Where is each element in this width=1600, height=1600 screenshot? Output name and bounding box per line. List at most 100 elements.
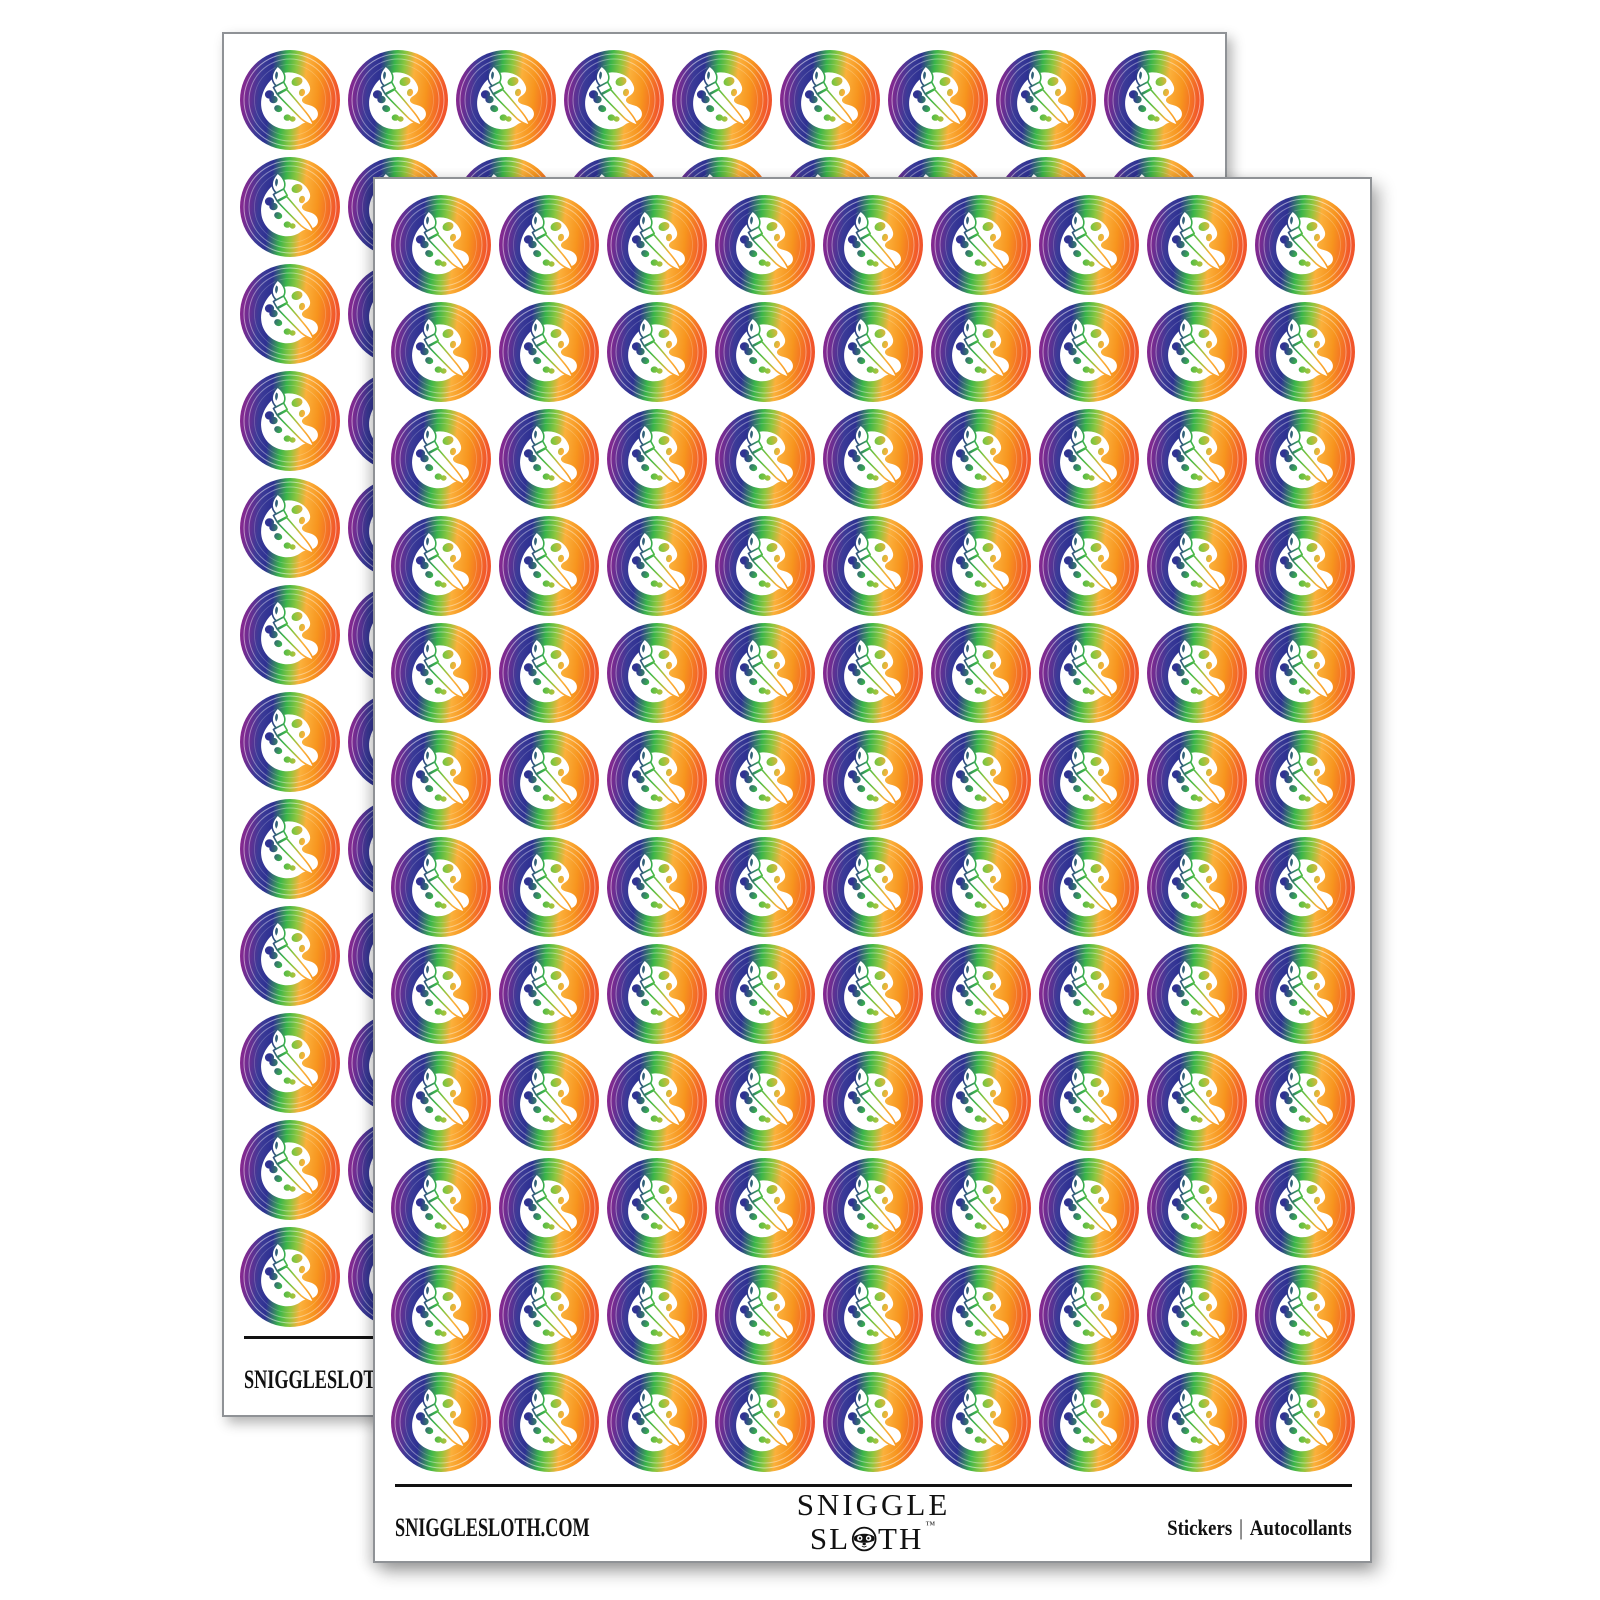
sticker xyxy=(931,1265,1031,1365)
paint-palette-brush-icon xyxy=(1039,302,1139,402)
paint-palette-brush-icon xyxy=(240,50,340,150)
sticker xyxy=(240,1120,340,1220)
paint-palette-brush-icon xyxy=(1039,516,1139,616)
category-en: Stickers xyxy=(1167,1515,1233,1540)
sticker xyxy=(1039,195,1139,295)
sticker xyxy=(607,730,707,830)
sticker xyxy=(607,409,707,509)
sticker xyxy=(780,50,880,150)
sticker xyxy=(240,585,340,685)
paint-palette-brush-icon xyxy=(823,1051,923,1151)
paint-palette-brush-icon xyxy=(1039,1265,1139,1365)
sticker xyxy=(931,1158,1031,1258)
paint-palette-brush-icon xyxy=(1255,1265,1355,1365)
sticker xyxy=(1039,1372,1139,1472)
sticker xyxy=(1147,1158,1247,1258)
paint-palette-brush-icon xyxy=(607,1372,707,1472)
sticker xyxy=(888,50,988,150)
paint-palette-brush-icon xyxy=(391,195,491,295)
sticker xyxy=(240,50,340,150)
sticker xyxy=(1255,409,1355,509)
sticker xyxy=(1039,409,1139,509)
website-text: SNIGGLESLOTH.COM xyxy=(395,1513,590,1542)
paint-palette-brush-icon xyxy=(1147,1265,1247,1365)
paint-palette-brush-icon xyxy=(715,623,815,723)
paint-palette-brush-icon xyxy=(931,1265,1031,1365)
paint-palette-brush-icon xyxy=(1255,1051,1355,1151)
sticker xyxy=(499,302,599,402)
sticker xyxy=(823,302,923,402)
sticker xyxy=(1039,730,1139,830)
sticker xyxy=(715,730,815,830)
paint-palette-brush-icon xyxy=(1147,623,1247,723)
paint-palette-brush-icon xyxy=(888,50,988,150)
sticker xyxy=(391,837,491,937)
sticker xyxy=(715,837,815,937)
sticker xyxy=(1255,623,1355,723)
sticker xyxy=(715,302,815,402)
paint-palette-brush-icon xyxy=(607,730,707,830)
paint-palette-brush-icon xyxy=(607,302,707,402)
sticker xyxy=(240,1227,340,1327)
footer-divider xyxy=(395,1484,1352,1487)
paint-palette-brush-icon xyxy=(931,730,1031,830)
paint-palette-brush-icon xyxy=(607,409,707,509)
sticker xyxy=(715,1265,815,1365)
paint-palette-brush-icon xyxy=(499,1372,599,1472)
paint-palette-brush-icon xyxy=(715,1158,815,1258)
paint-palette-brush-icon xyxy=(499,730,599,830)
sticker xyxy=(240,478,340,578)
sticker xyxy=(931,837,1031,937)
paint-palette-brush-icon xyxy=(607,1051,707,1151)
sticker xyxy=(931,623,1031,723)
paint-palette-brush-icon xyxy=(715,730,815,830)
paint-palette-brush-icon xyxy=(607,516,707,616)
paint-palette-brush-icon xyxy=(931,1372,1031,1472)
sticker xyxy=(499,1051,599,1151)
paint-palette-brush-icon xyxy=(240,371,340,471)
paint-palette-brush-icon xyxy=(715,195,815,295)
paint-palette-brush-icon xyxy=(499,302,599,402)
paint-palette-brush-icon xyxy=(931,195,1031,295)
sticker xyxy=(1039,516,1139,616)
sticker xyxy=(823,944,923,1044)
paint-palette-brush-icon xyxy=(931,516,1031,616)
sticker xyxy=(391,195,491,295)
paint-palette-brush-icon xyxy=(1255,516,1355,616)
sticker xyxy=(1147,837,1247,937)
sticker xyxy=(931,1051,1031,1151)
paint-palette-brush-icon xyxy=(607,837,707,937)
paint-palette-brush-icon xyxy=(391,944,491,1044)
sticker xyxy=(1104,50,1204,150)
paint-palette-brush-icon xyxy=(607,623,707,723)
sticker xyxy=(1039,623,1139,723)
paint-palette-brush-icon xyxy=(1255,409,1355,509)
paint-palette-brush-icon xyxy=(607,195,707,295)
sticker xyxy=(499,516,599,616)
paint-palette-brush-icon xyxy=(607,1158,707,1258)
paint-palette-brush-icon xyxy=(456,50,556,150)
paint-palette-brush-icon xyxy=(391,516,491,616)
sticker xyxy=(823,837,923,937)
sticker xyxy=(240,371,340,471)
sticker-grid xyxy=(375,179,1370,1472)
sticker xyxy=(391,409,491,509)
paint-palette-brush-icon xyxy=(499,516,599,616)
sticker xyxy=(499,1158,599,1258)
paint-palette-brush-icon xyxy=(240,157,340,257)
category-labels: Stickers|Autocollants xyxy=(1167,1515,1352,1541)
sticker xyxy=(715,195,815,295)
sticker xyxy=(499,730,599,830)
paint-palette-brush-icon xyxy=(240,585,340,685)
paint-palette-brush-icon xyxy=(1147,516,1247,616)
sticker xyxy=(391,944,491,1044)
sticker xyxy=(931,195,1031,295)
paint-palette-brush-icon xyxy=(823,944,923,1044)
paint-palette-brush-icon xyxy=(499,1265,599,1365)
sticker xyxy=(823,409,923,509)
sticker xyxy=(823,1158,923,1258)
sticker xyxy=(823,623,923,723)
paint-palette-brush-icon xyxy=(1039,837,1139,937)
paint-palette-brush-icon xyxy=(391,623,491,723)
paint-palette-brush-icon xyxy=(780,50,880,150)
